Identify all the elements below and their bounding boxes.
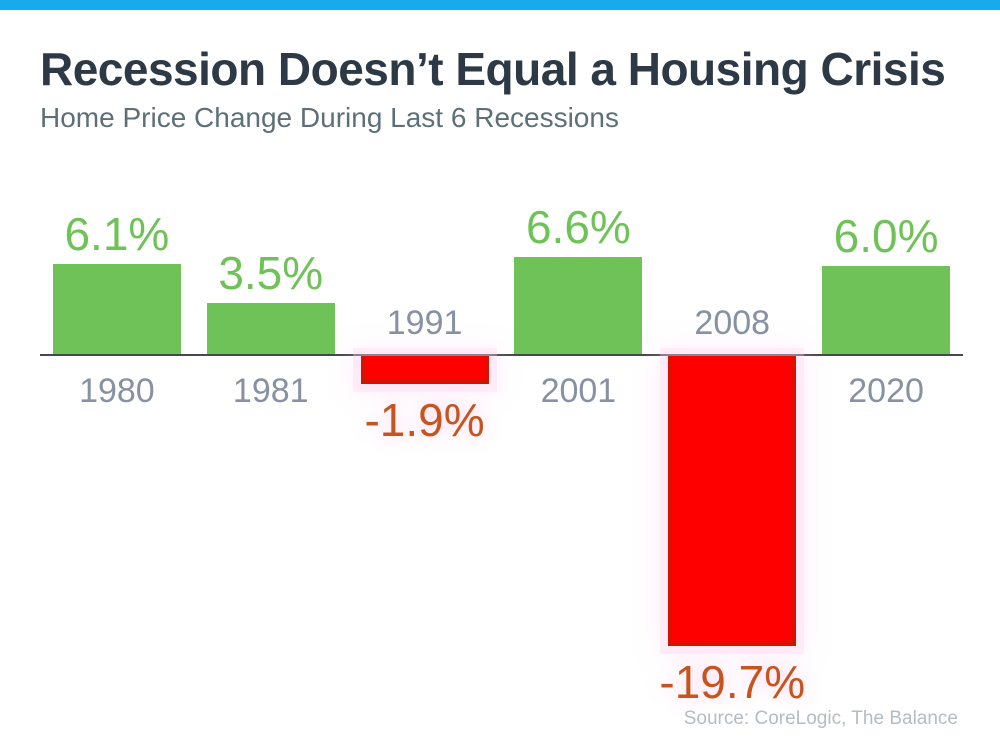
bar-1981 — [206, 302, 335, 354]
accent-bar — [0, 0, 1000, 10]
bar-1991 — [360, 356, 489, 384]
page-title: Recession Doesn’t Equal a Housing Crisis — [40, 43, 946, 95]
value-label-1991: -1.9% — [364, 393, 485, 446]
bar-1980 — [52, 264, 181, 354]
category-label-2020: 2020 — [848, 372, 924, 410]
bar-2020 — [822, 265, 951, 354]
category-label-1980: 1980 — [79, 372, 155, 410]
category-label-2001: 2001 — [540, 372, 617, 410]
page-subtitle: Home Price Change During Last 6 Recessio… — [40, 102, 619, 133]
bar-2001 — [514, 256, 643, 354]
bar-2008 — [668, 356, 797, 646]
value-label-2001: 6.6% — [525, 200, 631, 253]
source-attribution: Source: CoreLogic, The Balance — [683, 708, 958, 729]
value-label-1980: 6.1% — [64, 208, 170, 261]
value-label-2008: -19.7% — [659, 655, 806, 708]
value-label-1981: 3.5% — [218, 246, 324, 299]
x-axis-line — [40, 354, 963, 356]
category-label-1981: 1981 — [232, 372, 309, 410]
category-label-1991: 1991 — [386, 304, 463, 342]
value-label-2020: 6.0% — [833, 209, 939, 262]
category-label-2008: 2008 — [694, 304, 771, 342]
